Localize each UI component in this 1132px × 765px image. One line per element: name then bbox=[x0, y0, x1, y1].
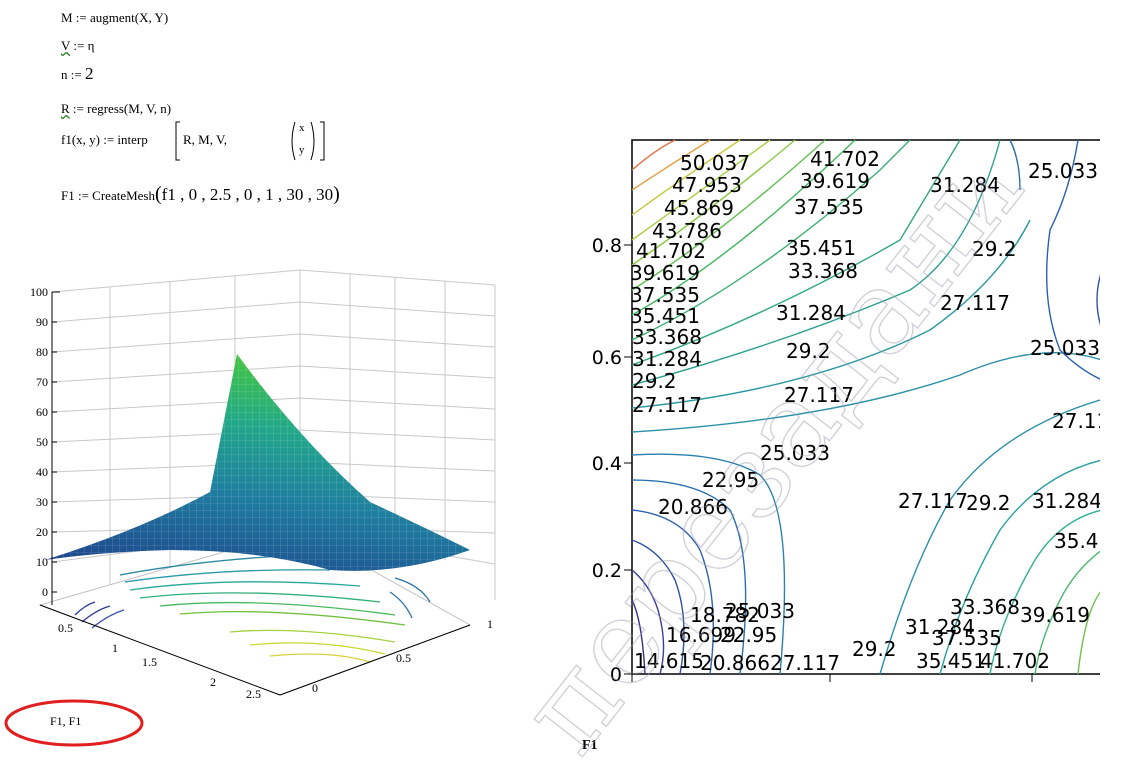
svg-text:27.117: 27.117 bbox=[940, 291, 1010, 315]
interp-brackets bbox=[175, 121, 325, 161]
equation-createmesh: F1 := CreateMesh(f1 , 0 , 2.5 , 0 , 1 , … bbox=[61, 183, 340, 205]
svg-text:22.95: 22.95 bbox=[720, 623, 777, 647]
svg-text:45.869: 45.869 bbox=[664, 196, 734, 220]
svg-text:50: 50 bbox=[36, 435, 48, 449]
svg-text:60: 60 bbox=[36, 405, 48, 419]
svg-text:2: 2 bbox=[210, 675, 216, 689]
svg-text:41.702: 41.702 bbox=[810, 147, 880, 171]
svg-text:31.284: 31.284 bbox=[930, 173, 1000, 197]
svg-text:29.2: 29.2 bbox=[632, 369, 677, 393]
plot-label-circle bbox=[4, 699, 144, 747]
svg-text:0: 0 bbox=[312, 681, 318, 695]
svg-text:0.8: 0.8 bbox=[592, 235, 622, 257]
svg-text:27.117: 27.117 bbox=[784, 383, 854, 407]
svg-text:0: 0 bbox=[42, 585, 48, 599]
surface-plot-3d: 100 90 80 70 60 50 40 30 20 10 0 0.5 1 1… bbox=[30, 269, 496, 701]
y-tick-labels: 0 0.5 1 bbox=[312, 617, 493, 695]
svg-text:31.284: 31.284 bbox=[632, 347, 702, 371]
svg-text:90: 90 bbox=[36, 315, 48, 329]
contour-lines bbox=[631, 139, 1100, 675]
svg-text:33.368: 33.368 bbox=[632, 325, 702, 349]
equation-n-assign: n := 2 bbox=[61, 64, 94, 83]
svg-text:31.284: 31.284 bbox=[905, 615, 975, 639]
svg-text:27.117: 27.117 bbox=[770, 651, 840, 675]
x-tick-labels: 0.5 1 1.5 2 2.5 bbox=[58, 621, 261, 701]
svg-text:14.615: 14.615 bbox=[634, 649, 704, 673]
svg-text:20: 20 bbox=[36, 525, 48, 539]
svg-text:43.786: 43.786 bbox=[652, 219, 722, 243]
svg-text:27.117: 27.117 bbox=[898, 489, 968, 513]
svg-text:25.033: 25.033 bbox=[760, 441, 830, 465]
y-axis bbox=[279, 624, 471, 696]
svg-text:22.95: 22.95 bbox=[702, 468, 759, 492]
svg-text:20.866: 20.866 bbox=[700, 651, 770, 675]
plot3d-label: F1, F1 bbox=[50, 714, 82, 728]
svg-text:0.5: 0.5 bbox=[58, 621, 73, 635]
svg-text:29.2: 29.2 bbox=[972, 237, 1017, 261]
svg-text:39.619: 39.619 bbox=[1020, 603, 1090, 627]
svg-text:35.451: 35.451 bbox=[1054, 529, 1100, 553]
equation-regress: R := regress(M, V, n) bbox=[61, 101, 172, 116]
svg-text:2.5: 2.5 bbox=[246, 687, 261, 701]
svg-text:29.2: 29.2 bbox=[786, 339, 831, 363]
svg-text:47.953: 47.953 bbox=[672, 173, 742, 197]
svg-text:27.117: 27.117 bbox=[632, 393, 702, 417]
svg-text:35.451: 35.451 bbox=[786, 236, 856, 260]
svg-text:18.782: 18.782 bbox=[690, 603, 760, 627]
svg-text:33.368: 33.368 bbox=[788, 259, 858, 283]
svg-text:25.033: 25.033 bbox=[1028, 159, 1098, 183]
svg-text:80: 80 bbox=[36, 345, 48, 359]
contour-value-labels: 50.037 47.953 45.869 43.786 41.702 39.61… bbox=[630, 147, 1100, 675]
svg-text:31.284: 31.284 bbox=[1032, 489, 1100, 513]
svg-text:39.619: 39.619 bbox=[800, 169, 870, 193]
svg-text:25.033: 25.033 bbox=[725, 599, 795, 623]
svg-text:37.535: 37.535 bbox=[794, 195, 864, 219]
contour-y-tick-labels: 0.8 0.6 0.4 0.2 0 bbox=[592, 235, 622, 686]
svg-text:35.451: 35.451 bbox=[916, 649, 986, 673]
svg-text:27.117: 27.117 bbox=[1052, 409, 1100, 433]
svg-text:0.5: 0.5 bbox=[396, 651, 411, 665]
svg-text:41.702: 41.702 bbox=[980, 649, 1050, 673]
contour-plot: 50.037 47.953 45.869 43.786 41.702 39.61… bbox=[592, 139, 1100, 686]
svg-text:39.619: 39.619 bbox=[630, 261, 700, 285]
svg-text:37.535: 37.535 bbox=[932, 626, 1002, 650]
svg-text:50.037: 50.037 bbox=[680, 151, 750, 175]
floor-contours bbox=[74, 554, 431, 663]
svg-text:10: 10 bbox=[36, 555, 48, 569]
svg-text:41.702: 41.702 bbox=[636, 239, 706, 263]
svg-text:0.4: 0.4 bbox=[592, 453, 622, 475]
svg-text:20.866: 20.866 bbox=[658, 495, 728, 519]
svg-text:0.2: 0.2 bbox=[592, 560, 622, 582]
x-axis bbox=[39, 604, 281, 696]
svg-text:1.5: 1.5 bbox=[142, 655, 157, 669]
contour-axis-ticks bbox=[624, 244, 1033, 682]
svg-text:29.2: 29.2 bbox=[852, 637, 897, 661]
svg-text:30: 30 bbox=[36, 495, 48, 509]
svg-text:35.451: 35.451 bbox=[630, 304, 700, 328]
svg-text:1: 1 bbox=[487, 617, 493, 631]
svg-text:40: 40 bbox=[36, 465, 48, 479]
svg-text:29.2: 29.2 bbox=[966, 491, 1011, 515]
svg-text:1: 1 bbox=[112, 641, 118, 655]
equation-augment: M := augment(X, Y) bbox=[61, 10, 169, 25]
svg-text:0: 0 bbox=[610, 664, 622, 686]
equation-v-assign: V := η bbox=[61, 38, 95, 53]
contour-axis-label: F1 bbox=[582, 738, 598, 753]
svg-text:16.699: 16.699 bbox=[666, 623, 736, 647]
svg-text:25.033: 25.033 bbox=[1030, 336, 1100, 360]
svg-text:70: 70 bbox=[36, 375, 48, 389]
z-axis bbox=[51, 291, 60, 605]
svg-text:33.368: 33.368 bbox=[950, 595, 1020, 619]
z-tick-labels: 100 90 80 70 60 50 40 30 20 10 0 bbox=[30, 285, 48, 599]
svg-text:0.6: 0.6 bbox=[592, 347, 622, 369]
svg-text:100: 100 bbox=[30, 285, 48, 299]
svg-text:31.284: 31.284 bbox=[776, 301, 846, 325]
svg-text:37.535: 37.535 bbox=[630, 283, 700, 307]
